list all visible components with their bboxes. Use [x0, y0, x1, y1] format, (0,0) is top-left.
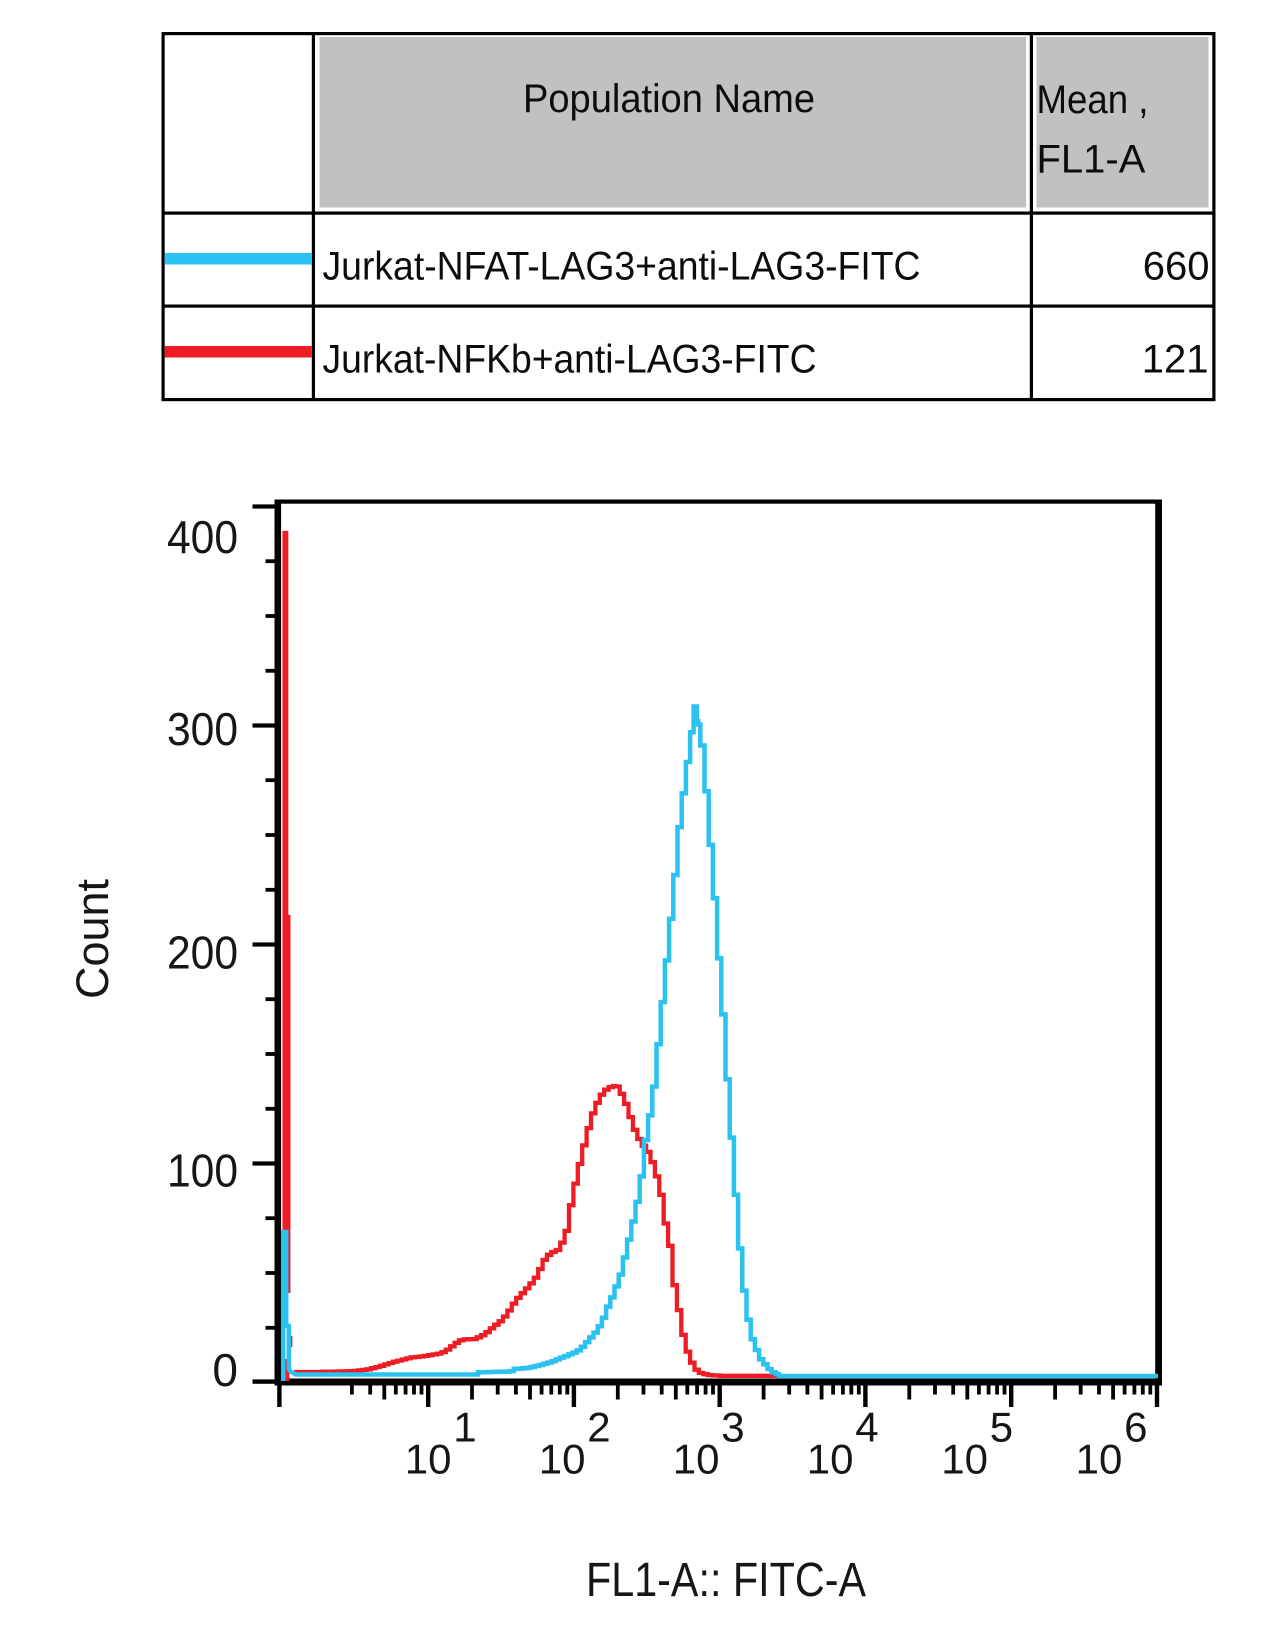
svg-text:Count: Count: [67, 878, 118, 999]
svg-text:5: 5: [990, 1404, 1013, 1451]
svg-text:660: 660: [1143, 245, 1210, 289]
svg-text:Jurkat-NFKb+anti-LAG3-FITC: Jurkat-NFKb+anti-LAG3-FITC: [323, 338, 817, 382]
svg-text:1: 1: [453, 1404, 476, 1451]
svg-text:6: 6: [1124, 1404, 1147, 1451]
svg-text:FL1-A:: FITC-A: FL1-A:: FITC-A: [586, 1554, 866, 1607]
svg-text:0: 0: [212, 1344, 238, 1396]
svg-text:3: 3: [721, 1404, 744, 1451]
svg-text:10: 10: [807, 1436, 854, 1483]
svg-text:10: 10: [941, 1436, 988, 1483]
svg-text:Jurkat-NFAT-LAG3+anti-LAG3-FIT: Jurkat-NFAT-LAG3+anti-LAG3-FITC: [323, 245, 921, 289]
svg-text:Mean ,: Mean ,: [1037, 78, 1149, 122]
svg-text:10: 10: [1076, 1436, 1123, 1483]
svg-text:100: 100: [167, 1145, 238, 1197]
svg-text:121: 121: [1142, 338, 1209, 382]
svg-text:Population Name: Population Name: [523, 77, 815, 121]
svg-text:FL1-A: FL1-A: [1037, 138, 1146, 182]
svg-text:4: 4: [855, 1404, 878, 1451]
svg-text:200: 200: [167, 927, 238, 979]
svg-text:300: 300: [167, 703, 238, 755]
svg-text:400: 400: [167, 511, 238, 563]
svg-text:2: 2: [587, 1404, 610, 1451]
svg-text:10: 10: [405, 1436, 452, 1483]
svg-text:10: 10: [539, 1436, 586, 1483]
svg-text:10: 10: [673, 1436, 720, 1483]
